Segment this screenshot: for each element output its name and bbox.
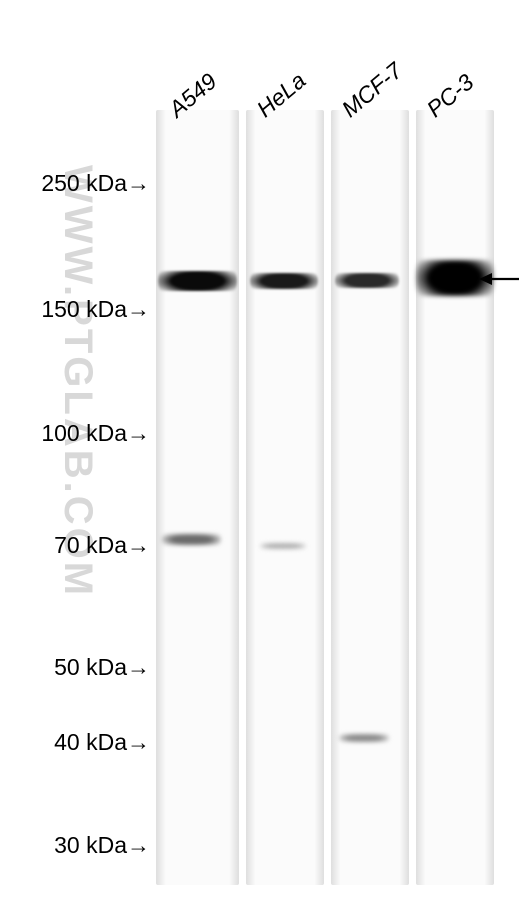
band bbox=[162, 534, 221, 545]
band bbox=[339, 734, 389, 742]
band bbox=[158, 271, 237, 291]
band bbox=[260, 543, 306, 549]
target-band-arrow bbox=[479, 270, 519, 293]
mw-marker-label: 30 kDa→ bbox=[0, 832, 150, 859]
mw-marker-label: 150 kDa→ bbox=[0, 296, 150, 323]
mw-marker-label: 40 kDa→ bbox=[0, 729, 150, 756]
lane-strip bbox=[246, 110, 324, 885]
mw-marker-label: 250 kDa→ bbox=[0, 170, 150, 197]
lane-strip bbox=[416, 110, 494, 885]
lane-strip bbox=[331, 110, 409, 885]
mw-marker-label: 100 kDa→ bbox=[0, 420, 150, 447]
mw-marker-label: 70 kDa→ bbox=[0, 532, 150, 559]
band bbox=[335, 273, 399, 288]
blot-figure: WWW.PTGLAB.COM A549HeLaMCF-7PC-3 250 kDa… bbox=[0, 0, 520, 903]
lane-strip bbox=[156, 110, 239, 885]
band bbox=[250, 273, 318, 289]
mw-marker-label: 50 kDa→ bbox=[0, 654, 150, 681]
